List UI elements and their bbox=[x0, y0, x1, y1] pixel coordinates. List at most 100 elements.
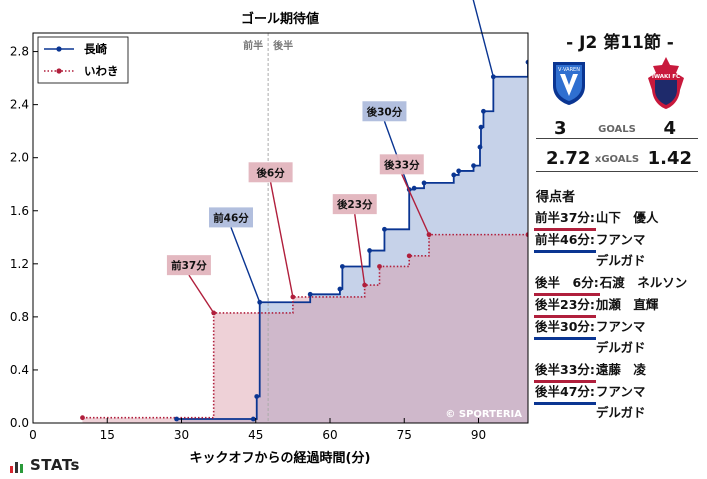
home-goals: 3 bbox=[554, 118, 567, 139]
data-point bbox=[250, 416, 256, 422]
data-point bbox=[421, 180, 427, 186]
data-point bbox=[406, 253, 412, 259]
data-point bbox=[411, 185, 417, 191]
annotation-box bbox=[362, 101, 407, 122]
series-area-home bbox=[176, 62, 528, 423]
annotation-label: 後6分 bbox=[255, 166, 285, 179]
annotation-box bbox=[379, 154, 424, 175]
halftime-label-first: 前半 bbox=[243, 39, 263, 52]
x-tick-label: 75 bbox=[397, 428, 412, 442]
home-xg: 2.72 bbox=[546, 148, 591, 169]
annotation-box bbox=[332, 194, 377, 215]
annotation-label: 後30分 bbox=[366, 105, 403, 118]
watermark: © SPORTERIA bbox=[445, 409, 522, 420]
divider bbox=[536, 138, 698, 139]
annotation-label: 後33分 bbox=[383, 158, 420, 171]
annotation-box bbox=[209, 207, 253, 228]
home-team-logo: V·VAREN bbox=[553, 62, 585, 105]
data-point bbox=[367, 248, 372, 253]
away-goals: 4 bbox=[663, 118, 676, 139]
y-tick-label: 1.2 bbox=[10, 257, 29, 271]
y-tick-label: 2.0 bbox=[10, 151, 29, 165]
data-point bbox=[478, 124, 484, 130]
halftime-label-second: 後半 bbox=[273, 39, 293, 52]
series-area-away bbox=[82, 234, 528, 423]
data-point bbox=[477, 144, 483, 150]
scorer-name: フアンマ デルガド bbox=[595, 232, 646, 268]
data-point bbox=[377, 264, 382, 269]
scorer-name: フアンマ デルガド bbox=[595, 319, 646, 355]
x-tick-label: 60 bbox=[322, 428, 337, 442]
data-point bbox=[337, 286, 343, 292]
annotation-label: 前37分 bbox=[171, 259, 207, 272]
data-point bbox=[174, 416, 179, 422]
scorer-name: 石渡 ネルソン bbox=[599, 275, 688, 290]
annotation-label: 後23分 bbox=[336, 198, 373, 211]
annotation-leader bbox=[230, 227, 261, 303]
data-point bbox=[525, 232, 528, 238]
data-point bbox=[471, 163, 476, 169]
y-tick-label: 2.4 bbox=[10, 98, 29, 112]
home-logo-text: V·VAREN bbox=[558, 67, 580, 73]
scorer-time: 後半30分: bbox=[534, 316, 596, 340]
annotation-leader bbox=[401, 174, 430, 235]
plot-frame bbox=[32, 32, 529, 424]
data-point bbox=[481, 108, 486, 114]
scorer-time: 後半33分: bbox=[534, 359, 596, 383]
chart-title: ゴール期待値 bbox=[241, 11, 319, 27]
legend-label: 長崎 bbox=[84, 42, 107, 56]
goals-row: 3 GOALS 4 bbox=[536, 118, 698, 142]
scorer-time: 後半23分: bbox=[534, 294, 596, 318]
y-tick-label: 0.8 bbox=[10, 310, 29, 324]
scorer-time: 前半37分: bbox=[534, 207, 596, 231]
data-point bbox=[80, 415, 85, 421]
scorer-item: 後半30分:フアンマ デルガド bbox=[534, 316, 646, 358]
y-tick-label: 0.4 bbox=[10, 363, 29, 377]
scorer-name: フアンマ デルガド bbox=[595, 384, 646, 420]
scorer-item: 前半37分:山下 優人 bbox=[534, 207, 658, 231]
data-point bbox=[382, 226, 387, 232]
x-tick-label: 0 bbox=[29, 428, 37, 442]
annotation-leader bbox=[269, 182, 294, 298]
x-tick-label: 45 bbox=[248, 428, 263, 442]
away-xg: 1.42 bbox=[647, 148, 692, 169]
data-point bbox=[525, 59, 528, 65]
legend-box bbox=[37, 36, 129, 84]
annotation-label: 前46分 bbox=[213, 211, 249, 224]
divider bbox=[536, 171, 698, 172]
annotation-box bbox=[166, 255, 211, 276]
xg-label: xGOALS bbox=[594, 154, 640, 165]
xg-row: 2.72 xGOALS 1.42 bbox=[536, 148, 698, 172]
y-tick-label: 2.8 bbox=[10, 45, 29, 59]
scorer-item: 後半23分:加瀬 直輝 bbox=[534, 294, 658, 318]
goals-label: GOALS bbox=[598, 124, 636, 135]
series-line-away bbox=[82, 233, 528, 419]
away-team-logo: IWAKI FC bbox=[648, 57, 684, 109]
scorer-time: 前半46分: bbox=[534, 229, 596, 253]
data-point bbox=[339, 264, 345, 269]
x-tick-label: 90 bbox=[471, 428, 486, 442]
stats-logo-text: STATs bbox=[30, 456, 80, 474]
match-title: - J2 第11節 - bbox=[566, 33, 674, 53]
scorers-title: 得点者 bbox=[536, 190, 576, 205]
data-point bbox=[254, 394, 260, 399]
legend-marker bbox=[56, 46, 62, 52]
legend-label: いわき bbox=[84, 64, 119, 78]
scorer-item: 後半33分:遠藤 凌 bbox=[534, 359, 646, 383]
scorer-time: 後半 6分: bbox=[534, 272, 600, 296]
scorer-item: 後半 6分:石渡 ネルソン bbox=[534, 272, 687, 296]
scorer-name: 山下 優人 bbox=[595, 210, 659, 225]
scorer-name: 遠藤 凌 bbox=[595, 362, 646, 377]
scorer-item: 後半47分:フアンマ デルガド bbox=[534, 381, 646, 423]
x-tick-label: 15 bbox=[100, 428, 115, 442]
away-logo-text: IWAKI FC bbox=[652, 74, 680, 80]
data-point bbox=[451, 172, 457, 178]
annotation-box bbox=[248, 162, 293, 183]
scorer-time: 後半47分: bbox=[534, 381, 596, 405]
scorer-name: 加瀬 直輝 bbox=[595, 297, 659, 312]
annotation-leader bbox=[188, 274, 215, 314]
y-tick-label: 1.6 bbox=[10, 204, 29, 218]
legend-marker bbox=[56, 68, 62, 74]
annotation-leader bbox=[354, 214, 366, 286]
